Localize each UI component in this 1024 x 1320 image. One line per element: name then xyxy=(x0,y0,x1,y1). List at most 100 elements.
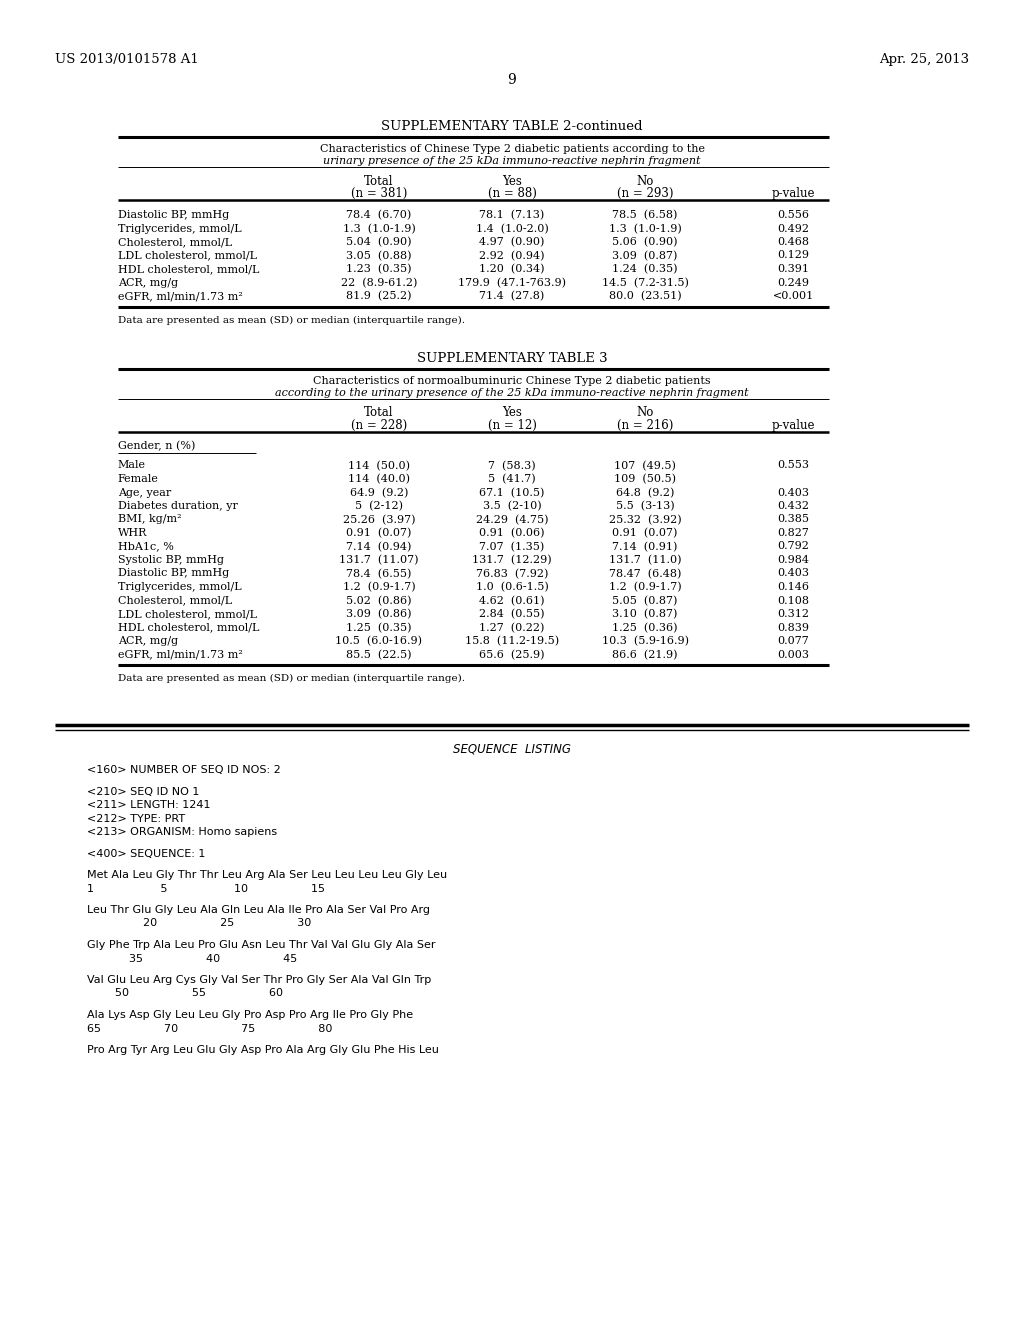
Text: 5.05  (0.87): 5.05 (0.87) xyxy=(612,595,678,606)
Text: 1.27  (0.22): 1.27 (0.22) xyxy=(479,623,545,632)
Text: LDL cholesterol, mmol/L: LDL cholesterol, mmol/L xyxy=(118,251,257,260)
Text: 78.4  (6.55): 78.4 (6.55) xyxy=(346,569,412,578)
Text: 0.391: 0.391 xyxy=(777,264,810,275)
Text: Data are presented as mean (SD) or median (interquartile range).: Data are presented as mean (SD) or media… xyxy=(118,315,465,325)
Text: 14.5  (7.2-31.5): 14.5 (7.2-31.5) xyxy=(602,277,688,288)
Text: 3.10  (0.87): 3.10 (0.87) xyxy=(612,609,678,619)
Text: 0.003: 0.003 xyxy=(777,649,810,660)
Text: urinary presence of the 25 kDa immuno-reactive nephrin fragment: urinary presence of the 25 kDa immuno-re… xyxy=(324,156,700,166)
Text: 7  (58.3): 7 (58.3) xyxy=(488,461,536,471)
Text: 0.492: 0.492 xyxy=(777,223,810,234)
Text: 5.02  (0.86): 5.02 (0.86) xyxy=(346,595,412,606)
Text: 1.25  (0.35): 1.25 (0.35) xyxy=(346,623,412,632)
Text: 5  (41.7): 5 (41.7) xyxy=(488,474,536,484)
Text: 0.108: 0.108 xyxy=(777,595,810,606)
Text: 80.0  (23.51): 80.0 (23.51) xyxy=(609,290,681,301)
Text: 0.827: 0.827 xyxy=(777,528,810,539)
Text: 0.91  (0.07): 0.91 (0.07) xyxy=(612,528,678,539)
Text: 10.5  (6.0-16.9): 10.5 (6.0-16.9) xyxy=(336,636,422,647)
Text: Triglycerides, mmol/L: Triglycerides, mmol/L xyxy=(118,582,242,591)
Text: 131.7  (12.29): 131.7 (12.29) xyxy=(472,554,552,565)
Text: Male: Male xyxy=(118,461,145,470)
Text: eGFR, ml/min/1.73 m²: eGFR, ml/min/1.73 m² xyxy=(118,649,243,660)
Text: (n = 88): (n = 88) xyxy=(487,187,537,201)
Text: 3.09  (0.86): 3.09 (0.86) xyxy=(346,609,412,619)
Text: HbA1c, %: HbA1c, % xyxy=(118,541,174,552)
Text: Yes: Yes xyxy=(502,407,522,420)
Text: 0.553: 0.553 xyxy=(777,461,810,470)
Text: Diastolic BP, mmHg: Diastolic BP, mmHg xyxy=(118,210,229,220)
Text: 7.07  (1.35): 7.07 (1.35) xyxy=(479,541,545,552)
Text: Triglycerides, mmol/L: Triglycerides, mmol/L xyxy=(118,223,242,234)
Text: (n = 293): (n = 293) xyxy=(616,187,674,201)
Text: 114  (50.0): 114 (50.0) xyxy=(348,461,410,471)
Text: Gly Phe Trp Ala Leu Pro Glu Asn Leu Thr Val Val Glu Gly Ala Ser: Gly Phe Trp Ala Leu Pro Glu Asn Leu Thr … xyxy=(87,940,435,950)
Text: 86.6  (21.9): 86.6 (21.9) xyxy=(612,649,678,660)
Text: Val Glu Leu Arg Cys Gly Val Ser Thr Pro Gly Ser Ala Val Gln Trp: Val Glu Leu Arg Cys Gly Val Ser Thr Pro … xyxy=(87,975,431,985)
Text: 85.5  (22.5): 85.5 (22.5) xyxy=(346,649,412,660)
Text: Characteristics of Chinese Type 2 diabetic patients according to the: Characteristics of Chinese Type 2 diabet… xyxy=(319,144,705,154)
Text: WHR: WHR xyxy=(118,528,147,539)
Text: <160> NUMBER OF SEQ ID NOS: 2: <160> NUMBER OF SEQ ID NOS: 2 xyxy=(87,766,281,775)
Text: 25.32  (3.92): 25.32 (3.92) xyxy=(609,515,681,525)
Text: 7.14  (0.91): 7.14 (0.91) xyxy=(612,541,678,552)
Text: 0.432: 0.432 xyxy=(777,502,810,511)
Text: 0.91  (0.07): 0.91 (0.07) xyxy=(346,528,412,539)
Text: 131.7  (11.07): 131.7 (11.07) xyxy=(339,554,419,565)
Text: 24.29  (4.75): 24.29 (4.75) xyxy=(476,515,548,525)
Text: p-value: p-value xyxy=(772,418,815,432)
Text: BMI, kg/m²: BMI, kg/m² xyxy=(118,515,181,524)
Text: Diastolic BP, mmHg: Diastolic BP, mmHg xyxy=(118,569,229,578)
Text: 0.249: 0.249 xyxy=(777,277,810,288)
Text: 1.25  (0.36): 1.25 (0.36) xyxy=(612,623,678,632)
Text: HDL cholesterol, mmol/L: HDL cholesterol, mmol/L xyxy=(118,623,259,632)
Text: 3.05  (0.88): 3.05 (0.88) xyxy=(346,251,412,261)
Text: 5.04  (0.90): 5.04 (0.90) xyxy=(346,238,412,247)
Text: 0.839: 0.839 xyxy=(777,623,810,632)
Text: 0.077: 0.077 xyxy=(777,636,810,645)
Text: 5.5  (3-13): 5.5 (3-13) xyxy=(615,502,675,511)
Text: 65                  70                  75                  80: 65 70 75 80 xyxy=(87,1023,333,1034)
Text: 4.62  (0.61): 4.62 (0.61) xyxy=(479,595,545,606)
Text: 1.24  (0.35): 1.24 (0.35) xyxy=(612,264,678,275)
Text: 5  (2-12): 5 (2-12) xyxy=(355,502,402,511)
Text: according to the urinary presence of the 25 kDa immuno-reactive nephrin fragment: according to the urinary presence of the… xyxy=(275,388,749,397)
Text: Cholesterol, mmol/L: Cholesterol, mmol/L xyxy=(118,595,231,606)
Text: 9: 9 xyxy=(508,73,516,87)
Text: Cholesterol, mmol/L: Cholesterol, mmol/L xyxy=(118,238,231,247)
Text: 22  (8.9-61.2): 22 (8.9-61.2) xyxy=(341,277,417,288)
Text: No: No xyxy=(637,176,653,187)
Text: 78.1  (7.13): 78.1 (7.13) xyxy=(479,210,545,220)
Text: Ala Lys Asp Gly Leu Leu Gly Pro Asp Pro Arg Ile Pro Gly Phe: Ala Lys Asp Gly Leu Leu Gly Pro Asp Pro … xyxy=(87,1010,413,1020)
Text: Gender, n (%): Gender, n (%) xyxy=(118,441,196,451)
Text: 0.312: 0.312 xyxy=(777,609,810,619)
Text: 0.146: 0.146 xyxy=(777,582,810,591)
Text: Met Ala Leu Gly Thr Thr Leu Arg Ala Ser Leu Leu Leu Leu Gly Leu: Met Ala Leu Gly Thr Thr Leu Arg Ala Ser … xyxy=(87,870,447,880)
Text: HDL cholesterol, mmol/L: HDL cholesterol, mmol/L xyxy=(118,264,259,275)
Text: 10.3  (5.9-16.9): 10.3 (5.9-16.9) xyxy=(602,636,688,647)
Text: 1.0  (0.6-1.5): 1.0 (0.6-1.5) xyxy=(475,582,549,593)
Text: 76.83  (7.92): 76.83 (7.92) xyxy=(476,569,548,578)
Text: Total: Total xyxy=(365,407,393,420)
Text: Systolic BP, mmHg: Systolic BP, mmHg xyxy=(118,554,224,565)
Text: eGFR, ml/min/1.73 m²: eGFR, ml/min/1.73 m² xyxy=(118,290,243,301)
Text: LDL cholesterol, mmol/L: LDL cholesterol, mmol/L xyxy=(118,609,257,619)
Text: 64.9  (9.2): 64.9 (9.2) xyxy=(349,487,409,498)
Text: 3.09  (0.87): 3.09 (0.87) xyxy=(612,251,678,261)
Text: 1                   5                   10                  15: 1 5 10 15 xyxy=(87,883,325,894)
Text: SUPPLEMENTARY TABLE 2-continued: SUPPLEMENTARY TABLE 2-continued xyxy=(381,120,643,133)
Text: 2.84  (0.55): 2.84 (0.55) xyxy=(479,609,545,619)
Text: ACR, mg/g: ACR, mg/g xyxy=(118,277,178,288)
Text: 71.4  (27.8): 71.4 (27.8) xyxy=(479,290,545,301)
Text: (n = 228): (n = 228) xyxy=(351,418,407,432)
Text: 64.8  (9.2): 64.8 (9.2) xyxy=(615,487,675,498)
Text: Diabetes duration, yr: Diabetes duration, yr xyxy=(118,502,238,511)
Text: No: No xyxy=(637,407,653,420)
Text: 50                  55                  60: 50 55 60 xyxy=(87,989,283,998)
Text: 25.26  (3.97): 25.26 (3.97) xyxy=(343,515,415,525)
Text: 15.8  (11.2-19.5): 15.8 (11.2-19.5) xyxy=(465,636,559,647)
Text: 0.403: 0.403 xyxy=(777,569,810,578)
Text: 1.23  (0.35): 1.23 (0.35) xyxy=(346,264,412,275)
Text: 1.3  (1.0-1.9): 1.3 (1.0-1.9) xyxy=(608,223,682,234)
Text: SEQUENCE  LISTING: SEQUENCE LISTING xyxy=(453,743,571,756)
